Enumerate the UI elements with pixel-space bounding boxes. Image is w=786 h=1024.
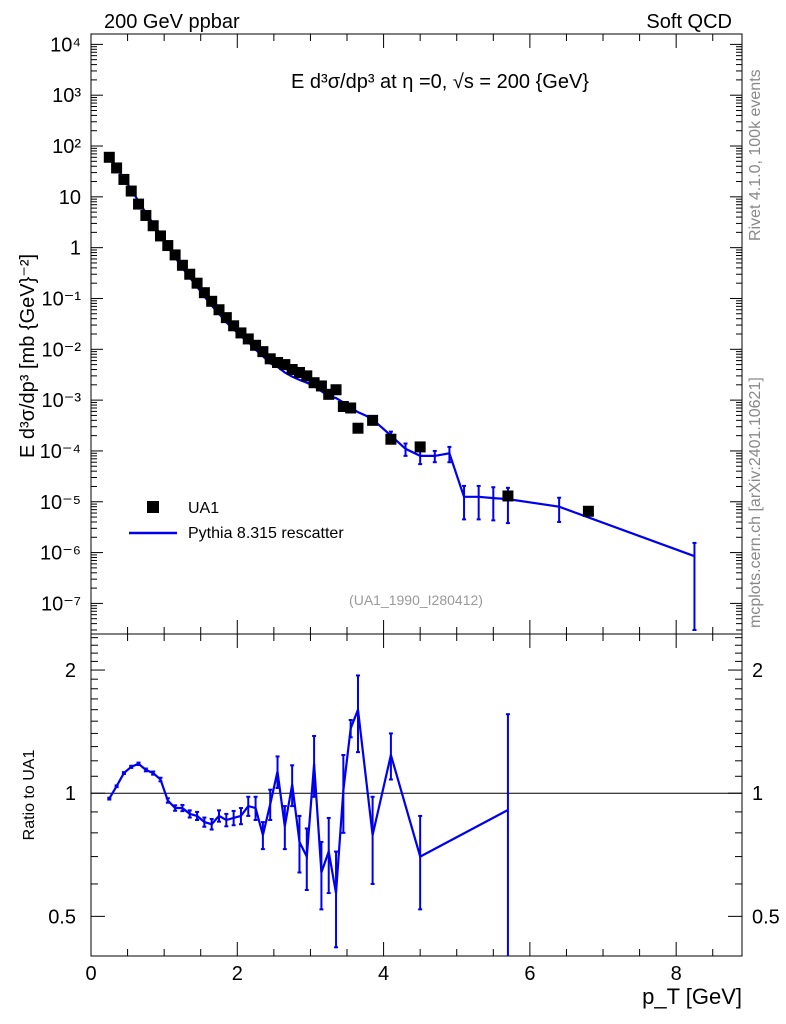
- ratio-ytick-labels: 2 2 1 1 0.5 0.5: [48, 660, 780, 928]
- main-ytick-label: 1: [70, 238, 81, 260]
- mc-series-ratio: [107, 674, 510, 956]
- ua1-data-point: [257, 346, 269, 358]
- ratio-ytick-label-right: 2: [752, 660, 763, 682]
- ratio-ytick-label-left: 0.5: [48, 906, 76, 928]
- ua1-data-point: [330, 384, 342, 396]
- ua1-data-point: [352, 422, 364, 434]
- mcplots-label: mcplots.cern.ch [arXiv:2401.10621]: [747, 377, 764, 628]
- ua1-data-point: [133, 198, 145, 210]
- x-tick-label: 2: [232, 963, 243, 985]
- x-tick-label: 4: [378, 963, 389, 985]
- main-ytick-label: 10²: [52, 136, 81, 158]
- ua1-data-points: [103, 151, 594, 517]
- ratio-ytick-label-left: 2: [65, 660, 76, 682]
- x-axis-label: p_T [GeV]: [642, 984, 742, 1009]
- ratio-ytick-label-right: 0.5: [752, 906, 780, 928]
- main-ytick-label: 10⁻⁷: [41, 593, 81, 615]
- ua1-data-point: [220, 312, 232, 324]
- ua1-data-point: [213, 304, 225, 316]
- main-y-axis-label: E d³σ/dp³ [mb {GeV}⁻²]: [17, 254, 39, 458]
- ua1-data-point: [315, 380, 327, 392]
- ua1-data-point: [414, 441, 426, 453]
- main-ytick-label: 10: [59, 187, 81, 209]
- ua1-data-point: [250, 339, 262, 351]
- legend: UA1 Pythia 8.315 rescatter: [129, 500, 344, 542]
- ua1-data-point: [367, 414, 379, 426]
- main-ytick-label: 10⁻⁶: [40, 543, 81, 565]
- x-tick-labels: 0 2 4 6 8: [85, 963, 681, 985]
- ratio-ytick-label-right: 1: [752, 783, 763, 805]
- legend-mc-label: Pythia 8.315 rescatter: [188, 525, 344, 542]
- ua1-data-point: [308, 377, 320, 389]
- ua1-data-point: [125, 185, 137, 197]
- main-ytick-label: 10⁴: [50, 34, 81, 56]
- ratio-panel: 2 2 1 1 0.5 0.5 0 2 4 6 8 Ratio to UA1 p_T [GeV]: [21, 633, 780, 1009]
- main-axis-ticks: [90, 34, 742, 634]
- ua1-data-point: [345, 402, 357, 414]
- x-tick-label: 6: [524, 963, 535, 985]
- ua1-data-point: [323, 388, 335, 400]
- main-ytick-label: 10⁻¹: [42, 288, 82, 310]
- header-right-label: Soft QCD: [646, 11, 732, 33]
- ua1-data-point: [286, 364, 298, 376]
- main-plot-title: E d³σ/dp³ at η =0, √s = 200 {GeV}: [291, 71, 589, 93]
- ua1-data-point: [385, 433, 397, 445]
- main-ytick-label: 10⁻³: [42, 390, 82, 412]
- main-ytick-label: 10⁻²: [42, 339, 82, 361]
- legend-data-label: UA1: [188, 500, 219, 517]
- x-tick-label: 8: [671, 963, 682, 985]
- ua1-data-point: [162, 240, 174, 252]
- ua1-data-point: [279, 359, 291, 371]
- ua1-data-point: [582, 505, 594, 517]
- main-ytick-labels: 10⁴ 10³ 10² 10 1 10⁻¹ 10⁻² 10⁻³ 10⁻⁴ 10⁻⁵ 10⁻⁶ 10⁻⁷: [40, 34, 82, 615]
- analysis-watermark: (UA1_1990_I280412): [349, 592, 483, 608]
- main-panel: 10⁴ 10³ 10² 10 1 10⁻¹ 10⁻² 10⁻³ 10⁻⁴ 10⁻⁵ 10⁻⁶ 10⁻⁷…: [17, 33, 743, 635]
- ratio-line: [108, 709, 509, 894]
- ua1-data-point: [103, 151, 115, 163]
- legend-data-marker: [147, 501, 159, 513]
- main-ytick-label: 10⁻⁴: [40, 441, 81, 463]
- main-frame: [90, 33, 743, 635]
- ua1-data-point: [337, 400, 349, 412]
- rivet-version-label: Rivet 4.1.0, 100k events: [747, 69, 764, 241]
- main-ytick-label: 10³: [52, 85, 81, 107]
- ua1-data-point: [169, 249, 181, 261]
- ua1-data-point: [176, 259, 188, 271]
- ua1-data-point: [272, 356, 284, 368]
- ua1-data-point: [228, 320, 240, 332]
- header-left-label: 200 GeV ppbar: [104, 11, 240, 33]
- mc-series-main: [108, 157, 697, 631]
- ua1-data-point: [206, 295, 218, 307]
- ratio-axis-ticks: [90, 634, 742, 957]
- ua1-data-point: [191, 277, 203, 289]
- ua1-data-point: [111, 162, 123, 174]
- ua1-data-point: [235, 327, 247, 339]
- ratio-y-axis-label: Ratio to UA1: [21, 750, 38, 841]
- ratio-ytick-label-left: 1: [65, 783, 76, 805]
- ua1-data-point: [184, 268, 196, 280]
- mc-line: [108, 157, 695, 558]
- ua1-data-point: [301, 370, 313, 382]
- ua1-data-point: [242, 333, 254, 345]
- ua1-data-point: [154, 230, 166, 242]
- ua1-data-point: [502, 490, 514, 502]
- ua1-data-point: [140, 209, 152, 221]
- ua1-data-point: [147, 220, 159, 232]
- ua1-data-point: [293, 366, 305, 378]
- main-ytick-label: 10⁻⁵: [40, 492, 81, 514]
- ratio-frame: [90, 633, 743, 957]
- ua1-data-point: [264, 353, 276, 365]
- ua1-data-point: [118, 173, 130, 185]
- x-tick-label: 0: [85, 963, 96, 985]
- ua1-data-point: [198, 287, 210, 299]
